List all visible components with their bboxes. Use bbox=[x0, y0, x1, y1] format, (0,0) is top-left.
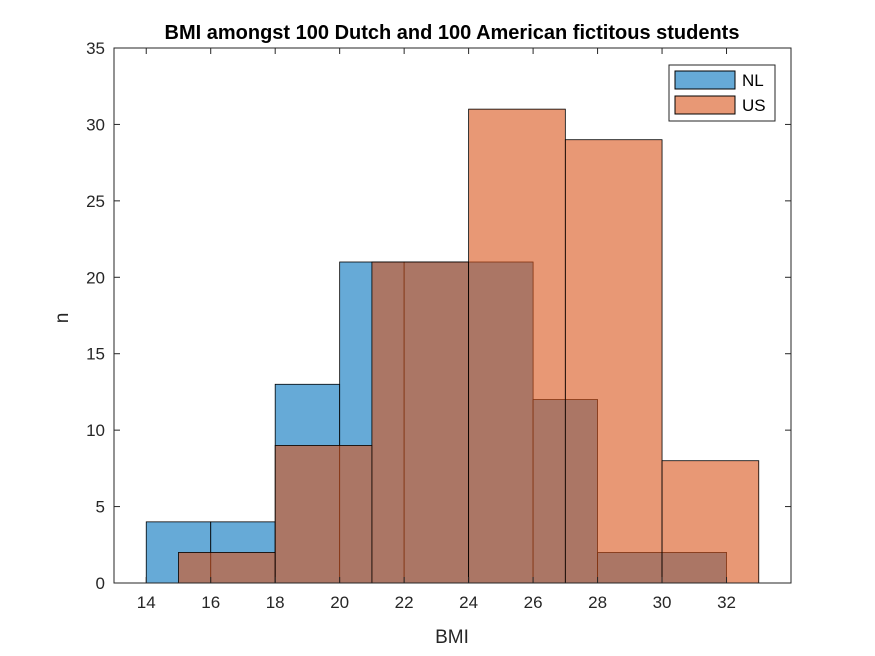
x-tick-label: 20 bbox=[330, 593, 349, 612]
y-tick-label: 5 bbox=[96, 498, 105, 517]
y-tick-label: 30 bbox=[86, 115, 105, 134]
legend-label-nl: NL bbox=[742, 71, 764, 90]
x-tick-label: 30 bbox=[653, 593, 672, 612]
x-tick-label: 28 bbox=[588, 593, 607, 612]
legend-swatch-nl bbox=[674, 70, 736, 90]
x-tick-label: 14 bbox=[137, 593, 156, 612]
y-tick-label: 20 bbox=[86, 268, 105, 287]
x-tick-label: 16 bbox=[201, 593, 220, 612]
legend-swatch-us bbox=[674, 95, 736, 115]
y-tick-label: 10 bbox=[86, 421, 105, 440]
y-tick-label: 0 bbox=[96, 574, 105, 593]
bar-us-3 bbox=[468, 108, 566, 584]
plot-area bbox=[113, 47, 792, 584]
axis-ticks: 14 16 18 20 22 24 26 28 30 32 0 5 10 15 20 25 30 35 bbox=[86, 39, 791, 612]
bar-us-4 bbox=[564, 139, 663, 584]
legend-label-us: US bbox=[742, 96, 766, 115]
series-us bbox=[178, 108, 760, 584]
bar-us-2 bbox=[371, 261, 470, 584]
y-axis-title: n bbox=[52, 313, 73, 324]
bar-us-1 bbox=[274, 445, 373, 584]
bar-us-5 bbox=[661, 460, 760, 584]
x-tick-label: 24 bbox=[459, 593, 478, 612]
bar-us-0 bbox=[178, 552, 276, 584]
legend: NL US bbox=[668, 64, 776, 122]
x-axis-title: BMI bbox=[435, 627, 469, 648]
y-tick-label: 15 bbox=[86, 345, 105, 364]
chart-title: BMI amongst 100 Dutch and 100 American f… bbox=[165, 22, 740, 44]
y-tick-label: 25 bbox=[86, 192, 105, 211]
x-tick-label: 32 bbox=[717, 593, 736, 612]
y-tick-label: 35 bbox=[86, 39, 105, 58]
x-tick-label: 26 bbox=[524, 593, 543, 612]
x-tick-label: 18 bbox=[266, 593, 285, 612]
axes-box bbox=[113, 47, 792, 584]
x-tick-label: 22 bbox=[395, 593, 414, 612]
